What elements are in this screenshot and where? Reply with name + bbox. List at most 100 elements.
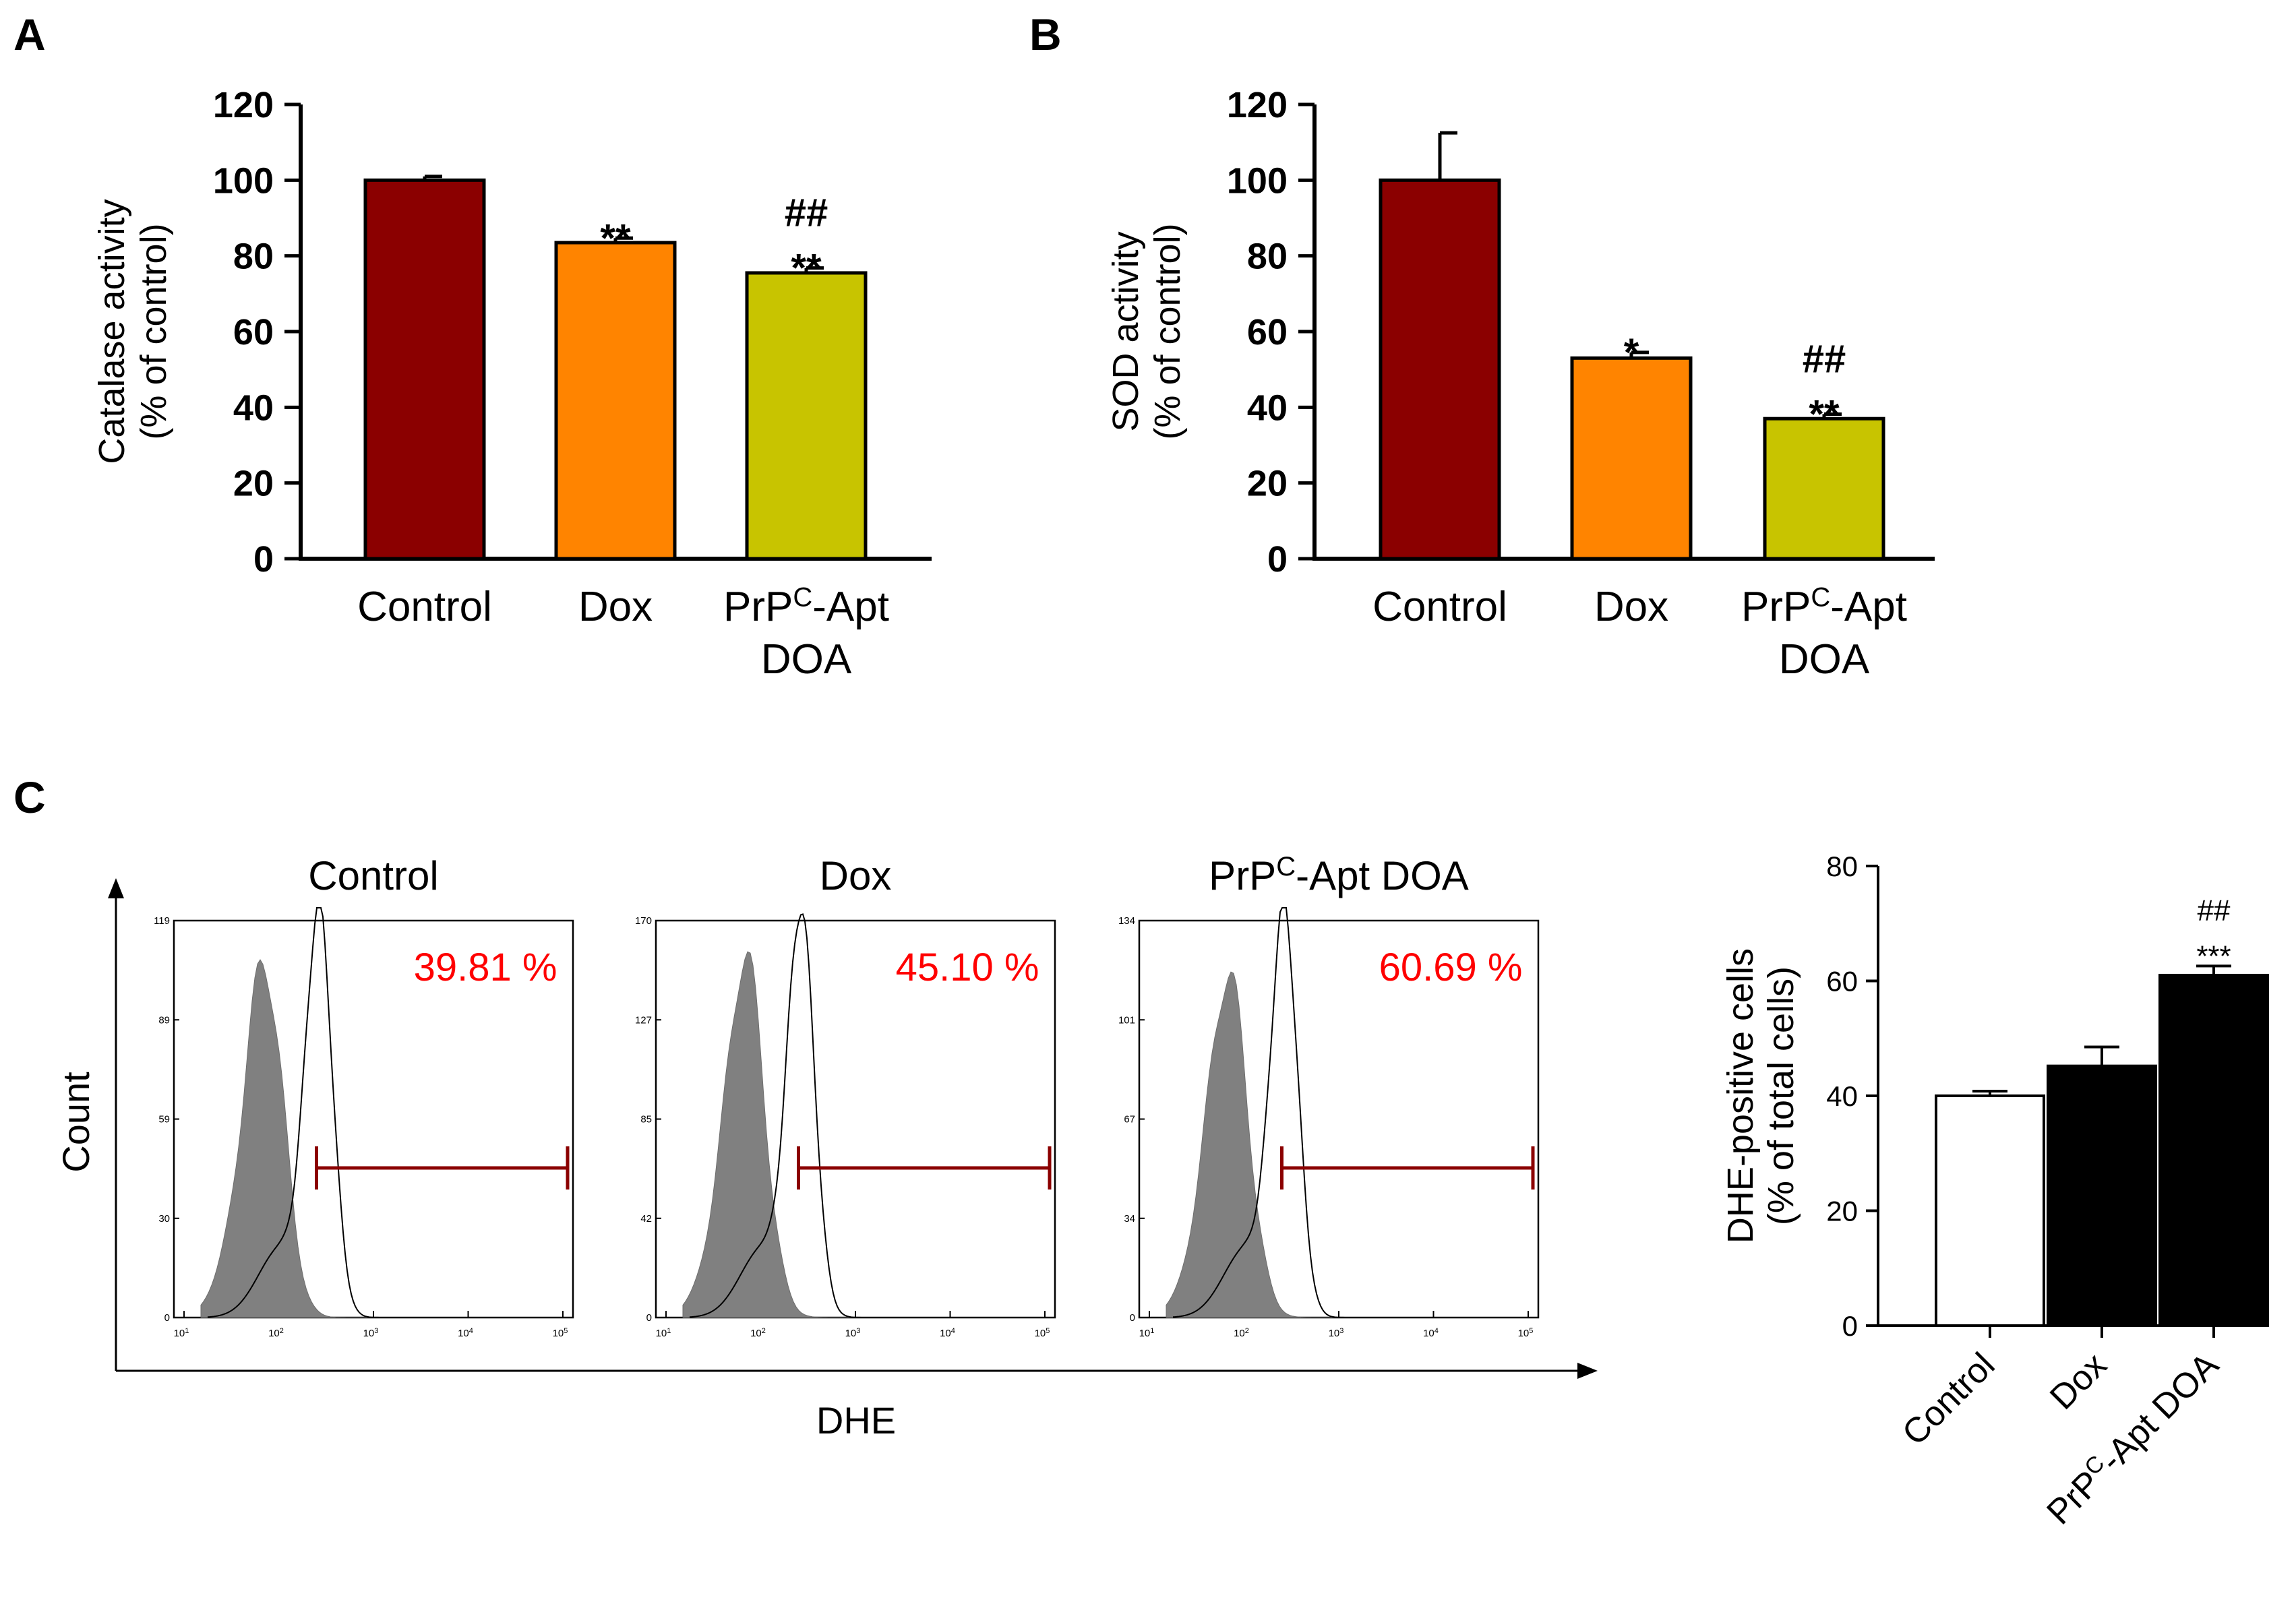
- superscript: C: [1276, 852, 1296, 882]
- chart-a: 0 20 40 60 80 100 120 Catalase activity(% of co…: [92, 85, 932, 683]
- superscript: 1: [1150, 1327, 1154, 1335]
- chart-a-y-tick-label: 60: [233, 312, 274, 352]
- superscript: 2: [1245, 1327, 1249, 1335]
- superscript: C: [793, 582, 812, 612]
- text-part: 10: [1035, 1328, 1046, 1339]
- superscript: 4: [1434, 1327, 1439, 1335]
- histogram-x-tick-label: 104: [1423, 1327, 1439, 1339]
- histogram-x-tick-label: 103: [363, 1327, 379, 1339]
- histogram-y-tick-label: 101: [1118, 1014, 1135, 1026]
- text-part: -Apt: [1830, 584, 1907, 630]
- superscript: 3: [374, 1327, 378, 1335]
- chart-c-y-tick-label: 20: [1826, 1196, 1858, 1227]
- histogram-dhe-outline: [1172, 907, 1367, 1318]
- text-part: PrP: [1209, 853, 1276, 898]
- chart-b-y-tick-label: 120: [1227, 85, 1288, 125]
- histogram-y-tick-label: 89: [158, 1014, 170, 1026]
- chart-b-y-axis-title-line: (% of control): [1147, 223, 1188, 439]
- text-part: 10: [363, 1328, 375, 1339]
- chart-b-bar: [1763, 416, 1885, 561]
- superscript: 4: [951, 1327, 955, 1335]
- chart-b-y-tick-label: 40: [1247, 388, 1288, 428]
- panel-letter-b: B: [1029, 9, 1062, 59]
- histogram-title: PrPC-Apt DOA: [1209, 852, 1469, 898]
- chart-a-y-tick-label: 0: [253, 539, 274, 580]
- chart-c-bar: [2047, 1064, 2157, 1328]
- chart-c-significance: ***: [2196, 939, 2231, 972]
- text-part: 10: [458, 1328, 469, 1339]
- text-part: 10: [1139, 1328, 1151, 1339]
- chart-b: 0 20 40 60 80 100 120 SOD activity(% of control…: [1106, 85, 1935, 683]
- panel-letter-c: C: [13, 772, 46, 822]
- superscript: C: [1811, 582, 1830, 612]
- histogram-x-tick-label: 104: [940, 1327, 955, 1339]
- chart-a-significance: **: [600, 216, 631, 260]
- chart-b-bar: [1570, 356, 1693, 561]
- chart-a-category-label-line2: DOA: [761, 636, 852, 683]
- histogram-x-tick-label: 102: [750, 1327, 766, 1339]
- flow-count-label: Count: [55, 1072, 97, 1173]
- chart-b-category-label: PrPC-Apt: [1741, 582, 1907, 630]
- histogram-title: Control: [308, 853, 438, 898]
- chart-c-category-label: Dox: [2043, 1345, 2114, 1417]
- chart-a-y-tick-label: 100: [213, 160, 274, 201]
- superscript: 2: [762, 1327, 766, 1335]
- chart-c-y-axis-title-line: DHE-positive cells: [1720, 948, 1761, 1243]
- flow-count-arrow: [108, 878, 124, 898]
- text-part: 10: [1329, 1328, 1340, 1339]
- chart-b-y-tick-label: 0: [1267, 539, 1288, 580]
- superscript: 1: [185, 1327, 189, 1335]
- histogram-y-tick-label: 67: [1124, 1114, 1135, 1125]
- chart-b-bar: [1379, 178, 1501, 561]
- histogram-title: Dox: [820, 853, 892, 898]
- text-part: -Apt DOA: [2092, 1345, 2227, 1479]
- chart-c-y-tick-label: 0: [1842, 1310, 1858, 1342]
- histogram-x-tick-label: 103: [1329, 1327, 1344, 1339]
- histogram-unstained-fill: [682, 951, 858, 1318]
- histogram-x-tick-label: 101: [1139, 1327, 1155, 1339]
- chart-b-category-label-line2: DOA: [1779, 636, 1870, 683]
- chart-b-category-label: Dox: [1594, 584, 1668, 630]
- histogram-x-tick-label: 101: [174, 1327, 189, 1339]
- superscript: 5: [1046, 1327, 1050, 1335]
- chart-a-significance: **: [791, 247, 822, 290]
- histogram-y-tick-label: 42: [640, 1213, 652, 1225]
- chart-c-y-axis-title-line: (% of total cells): [1761, 966, 1801, 1225]
- histogram-y-tick-label: 34: [1124, 1213, 1135, 1225]
- chart-a-category-label: PrPC-Apt: [723, 582, 889, 630]
- text-part: PrP: [1741, 584, 1811, 630]
- superscript: 2: [280, 1327, 284, 1335]
- chart-b-category-label: Control: [1372, 584, 1507, 630]
- text-part: 10: [174, 1328, 185, 1339]
- text-part: -Apt DOA: [1296, 853, 1469, 898]
- chart-b-significance: *: [1624, 331, 1639, 375]
- panel-letter-a: A: [13, 9, 46, 59]
- text-part: 10: [1234, 1328, 1245, 1339]
- text-part: 10: [553, 1328, 564, 1339]
- histogram-x-tick-label: 105: [1035, 1327, 1050, 1339]
- text-part: 10: [940, 1328, 951, 1339]
- chart-c-y-axis-title: DHE-positive cells(% of total cells): [1720, 948, 1801, 1243]
- chart-a-y-axis-title-line: Catalase activity: [92, 199, 132, 464]
- histogram-y-tick-label: 170: [635, 915, 652, 927]
- histogram-y-tick-label: 30: [158, 1213, 170, 1225]
- chart-a-bar: [363, 178, 486, 561]
- chart-b-y-axis-title: SOD activity(% of control): [1106, 223, 1188, 439]
- chart-a-y-axis-title: Catalase activity(% of control): [92, 199, 174, 464]
- histogram-unstained-fill: [1166, 971, 1341, 1318]
- text-part: 10: [268, 1328, 280, 1339]
- flow-dhe-arrow: [1577, 1363, 1598, 1379]
- histogram-dhe-outline: [689, 913, 884, 1318]
- chart-a-y-tick-label: 20: [233, 464, 274, 504]
- chart-a-bar: [554, 241, 677, 561]
- flow-dhe-label: DHE: [816, 1399, 896, 1442]
- chart-b-y-tick-label: 60: [1247, 312, 1288, 352]
- histogram-x-tick-label: 101: [656, 1327, 671, 1339]
- chart-b-significance: **: [1809, 392, 1840, 436]
- histogram-y-tick-label: 0: [646, 1312, 652, 1324]
- histogram-dhe-outline: [207, 907, 402, 1318]
- histogram-x-tick-label: 104: [458, 1327, 473, 1339]
- superscript: 3: [1339, 1327, 1343, 1335]
- histogram-y-tick-label: 134: [1118, 915, 1135, 927]
